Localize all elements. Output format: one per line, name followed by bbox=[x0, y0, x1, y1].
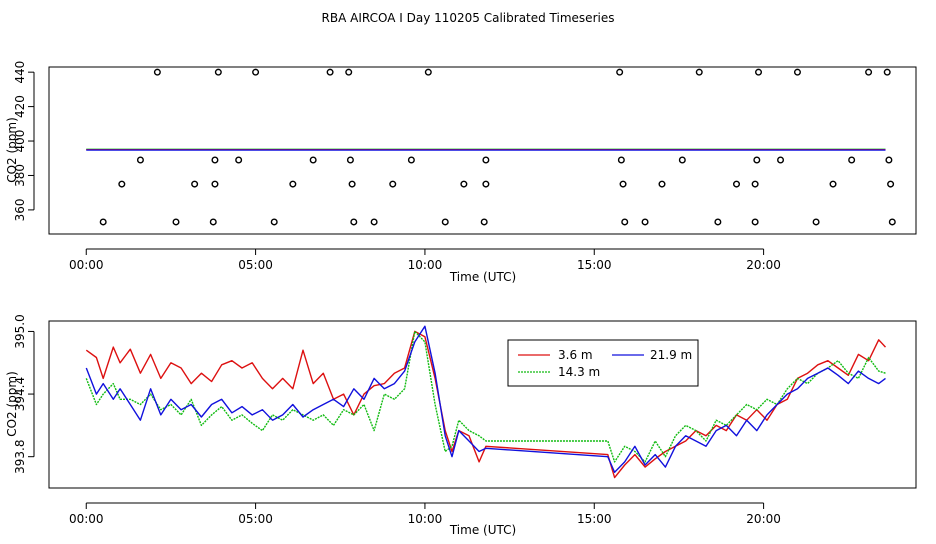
top-scatter-point bbox=[460, 180, 468, 188]
top-scatter-point bbox=[348, 180, 356, 188]
top-scatter-point bbox=[887, 180, 895, 188]
top-panel: 00:00 05:00 10:00 15:00 20:00 360 380 400 420 44… bbox=[5, 61, 917, 284]
top-scatter-point bbox=[153, 68, 161, 76]
top-x-tick-label: 20:00 bbox=[746, 258, 781, 272]
top-scatter-point bbox=[346, 156, 354, 164]
top-scatter-point bbox=[99, 218, 107, 226]
top-scatter-point bbox=[309, 156, 317, 164]
top-y-tick-label: 420 bbox=[13, 95, 27, 118]
series-line-14-3-m bbox=[85, 330, 886, 463]
bottom-y-axis-label: CO2 (ppm) bbox=[5, 371, 19, 437]
top-scatter-point bbox=[617, 156, 625, 164]
top-x-tick-label: 05:00 bbox=[238, 258, 273, 272]
top-scatter-point bbox=[777, 156, 785, 164]
bottom-x-tick-label: 10:00 bbox=[408, 512, 443, 526]
top-x-axis-label: Time (UTC) bbox=[449, 270, 516, 284]
top-scatter-point bbox=[389, 180, 397, 188]
top-scatter-point bbox=[209, 218, 217, 226]
top-scatter-point bbox=[829, 180, 837, 188]
top-scatter-point bbox=[848, 156, 856, 164]
top-scatter-point bbox=[172, 218, 180, 226]
top-scatter-point bbox=[714, 218, 722, 226]
top-scatter-point bbox=[252, 68, 260, 76]
top-scatter-point bbox=[616, 68, 624, 76]
top-scatter-point bbox=[118, 180, 126, 188]
top-scatter-point bbox=[482, 156, 490, 164]
top-x-tick-label: 15:00 bbox=[577, 258, 612, 272]
bottom-x-tick-label: 20:00 bbox=[746, 512, 781, 526]
top-scatter-point bbox=[326, 68, 334, 76]
top-scatter-point bbox=[211, 180, 219, 188]
top-scatter-point bbox=[658, 180, 666, 188]
bottom-y-tick-label: 393.8 bbox=[13, 440, 27, 474]
top-scatter-point bbox=[424, 68, 432, 76]
top-scatter-point bbox=[755, 68, 763, 76]
chart-title: RBA AIRCOA I Day 110205 Calibrated Times… bbox=[322, 11, 615, 25]
legend-label-21-9m: 21.9 m bbox=[650, 348, 692, 362]
top-scatter-point bbox=[751, 218, 759, 226]
top-scatter-point bbox=[211, 156, 219, 164]
legend-label-14-3m: 14.3 m bbox=[558, 365, 600, 379]
top-scatter-point bbox=[407, 156, 415, 164]
top-y-tick-label: 440 bbox=[13, 61, 27, 84]
top-scatter-point bbox=[214, 68, 222, 76]
top-plot-frame bbox=[48, 66, 917, 235]
top-scatter-point bbox=[621, 218, 629, 226]
bottom-y-tick-label: 395.0 bbox=[13, 314, 27, 348]
top-scatter-point bbox=[136, 156, 144, 164]
bottom-x-tick-label: 05:00 bbox=[238, 512, 273, 526]
top-scatter-point bbox=[370, 218, 378, 226]
top-scatter-point bbox=[235, 156, 243, 164]
top-y-tick-label: 380 bbox=[13, 164, 27, 187]
top-x-tick-label: 10:00 bbox=[408, 258, 443, 272]
top-scatter-point bbox=[753, 156, 761, 164]
top-scatter-point bbox=[289, 180, 297, 188]
top-scatter-point bbox=[480, 218, 488, 226]
series-line-3-6-m bbox=[85, 330, 887, 479]
bottom-plot-frame bbox=[48, 320, 917, 489]
top-scatter-point bbox=[678, 156, 686, 164]
top-scatter-point bbox=[812, 218, 820, 226]
top-scatter-point bbox=[793, 68, 801, 76]
top-scatter-point bbox=[751, 180, 759, 188]
top-scatter-point bbox=[883, 68, 891, 76]
top-y-axis-label: CO2 (ppm) bbox=[5, 117, 19, 183]
top-scatter-point bbox=[695, 68, 703, 76]
legend-box bbox=[507, 339, 699, 387]
legend: 3.6 m 14.3 m 21.9 m bbox=[507, 339, 699, 387]
top-scatter-point bbox=[482, 180, 490, 188]
top-scatter-point bbox=[345, 68, 353, 76]
top-scatter-point bbox=[733, 180, 741, 188]
top-scatter-point bbox=[619, 180, 627, 188]
top-scatter-point bbox=[270, 218, 278, 226]
legend-label-3-6m: 3.6 m bbox=[558, 348, 593, 362]
bottom-x-axis-label: Time (UTC) bbox=[449, 523, 516, 537]
bottom-x-tick-label: 00:00 bbox=[69, 512, 104, 526]
bottom-y-tick-label: 394.4 bbox=[13, 377, 27, 411]
top-x-tick-label: 00:00 bbox=[69, 258, 104, 272]
top-scatter-point bbox=[191, 180, 199, 188]
top-scatter-point bbox=[885, 156, 893, 164]
top-scatter-point bbox=[441, 218, 449, 226]
top-scatter-point bbox=[350, 218, 358, 226]
top-y-tick-label: 400 bbox=[13, 130, 27, 153]
top-scatter-point bbox=[641, 218, 649, 226]
top-scatter-point bbox=[865, 68, 873, 76]
bottom-panel: 00:00 05:00 10:00 15:00 20:00 393.8 394.4 395.… bbox=[5, 314, 917, 537]
bottom-x-tick-label: 15:00 bbox=[577, 512, 612, 526]
series-line-21-9-m bbox=[85, 325, 886, 473]
top-y-tick-label: 360 bbox=[13, 198, 27, 221]
top-scatter-point bbox=[888, 218, 896, 226]
